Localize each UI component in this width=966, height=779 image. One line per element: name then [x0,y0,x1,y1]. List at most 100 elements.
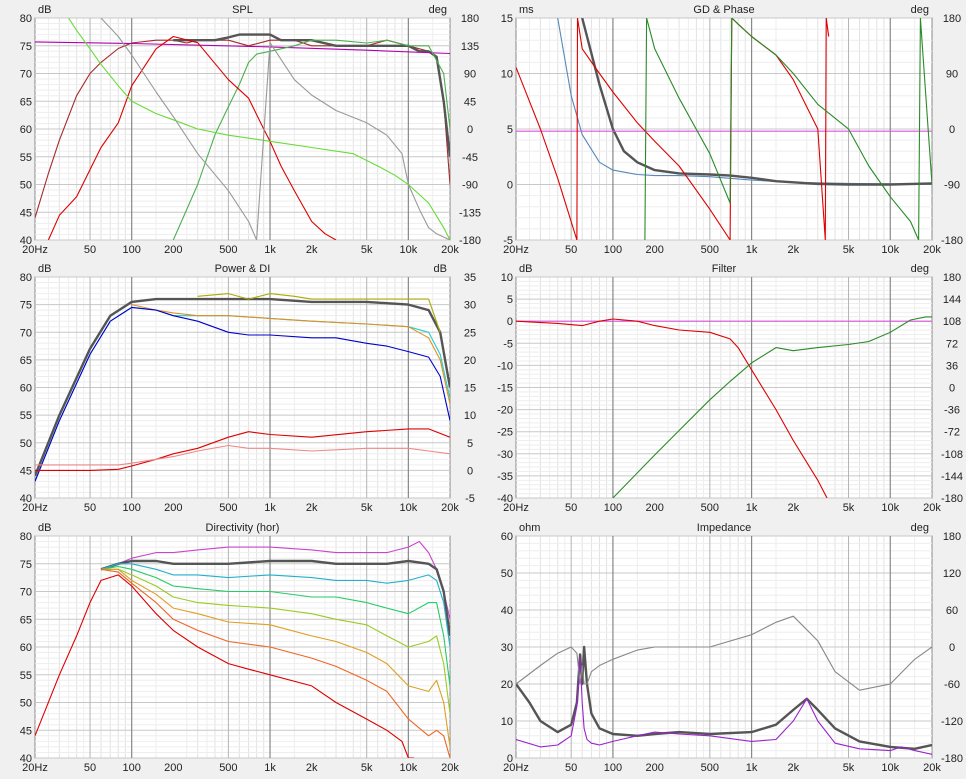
y2-tick-label: 20 [464,355,476,367]
left-unit-label: ms [519,4,534,16]
x-tick-label: 100 [123,502,141,514]
x-tick-label: 500 [219,762,237,774]
y2-tick-label: -60 [944,679,960,691]
y2-tick-label: 0 [467,124,473,136]
y-tick-label: 40 [501,605,513,617]
x-tick-label: 20Hz [503,502,529,514]
x-tick-label: 20Hz [22,244,48,256]
y-tick-label: -25 [497,427,513,439]
y2-tick-label: 60 [946,605,958,617]
y-tick-label: 70 [20,327,32,339]
y-tick-label: 80 [20,13,32,25]
series-group [516,615,932,755]
y2-tick-label: -5 [465,493,475,505]
series-line-6 [35,444,450,466]
y-tick-label: 15 [501,13,513,25]
series-line-1 [100,559,450,637]
impedance-chart: Impedance ohm deg 0 10 20 30 40 50 60 -180 -120 -60 0… [501,522,963,774]
y2-tick-label: 0 [949,383,955,395]
y-tick-label: -5 [503,338,513,350]
x-tick-label: 1k [264,762,276,774]
series-line-0 [35,297,450,477]
series-line-1 [516,657,932,755]
filter-chart: Filter dB deg -40 -35 -30 -25 -20 -15 -10 -5 0 5 10 -1… [497,263,963,514]
y-tick-label: 5 [507,294,513,306]
y2-tick-label: -90 [944,180,960,192]
y-tick-label: 70 [20,69,32,81]
series-group [516,316,932,498]
y2-tick-label: 180 [943,531,961,543]
y-tick-label: 75 [20,300,32,312]
x-tick-label: 2k [788,762,800,774]
y2-tick-label: 30 [464,300,476,312]
y2-tick-label: -135 [459,207,481,219]
x-tick-label: 20k [441,762,459,774]
y-tick-label: 40 [20,753,32,765]
series-line-3 [172,39,450,240]
series-line-0 [100,540,450,620]
x-tick-label: 1k [264,244,276,256]
y2-tick-label: -120 [941,716,963,728]
y2-tick-label: -90 [462,180,478,192]
series-line-1 [197,293,441,333]
x-tick-label: 200 [164,244,182,256]
y-tick-label: 0 [507,316,513,328]
x-tick-label: 100 [604,502,622,514]
y2-tick-label: 180 [943,272,961,284]
y-tick-label: 60 [501,531,513,543]
x-tick-label: 200 [645,502,663,514]
y-tick-label: 10 [501,272,513,284]
series-group [35,540,450,758]
chart-title: Impedance [697,522,751,534]
y-tick-label: 40 [20,235,32,247]
x-tick-label: 20Hz [22,762,48,774]
chart-title: SPL [232,4,253,16]
left-unit-label: ohm [519,522,540,534]
x-tick-label: 200 [645,244,663,256]
y-tick-label: 0 [507,180,513,192]
series-line-4 [35,306,450,482]
y2-tick-label: 0 [467,465,473,477]
y-tick-label: 60 [20,383,32,395]
x-tick-label: 20k [441,244,459,256]
y2-tick-label: 0 [949,642,955,654]
chart-title: Directivity (hor) [206,522,280,534]
y-tick-label: 45 [20,725,32,737]
x-tick-label: 500 [701,762,719,774]
left-unit-label: dB [38,4,51,16]
series-line-5 [35,428,450,471]
y2-tick-label: 36 [946,360,958,372]
x-tick-label: 50 [84,244,96,256]
y2-tick-label: 180 [943,13,961,25]
x-tick-label: 500 [219,244,237,256]
y2-tick-label: 180 [461,13,479,25]
y-tick-label: 55 [20,410,32,422]
left-unit-label: dB [519,263,532,275]
power-chart: Power & DI dB dB 40 45 50 55 60 65 70 75 80 -5 0 5 10 15… [20,263,476,514]
x-tick-label: 50 [565,762,577,774]
x-tick-label: 20k [923,244,941,256]
x-tick-label: 20k [441,502,459,514]
x-tick-label: 1k [746,244,758,256]
y-tick-label: 5 [507,124,513,136]
x-tick-label: 20k [923,502,941,514]
y-tick-label: 45 [20,207,32,219]
y2-tick-label: 90 [946,69,958,81]
x-tick-label: 5k [843,762,855,774]
x-tick-label: 1k [264,502,276,514]
chart-title: Power & DI [215,263,271,275]
series-line-1 [516,318,828,498]
right-unit-label: deg [429,4,447,16]
y2-tick-label: -108 [941,449,963,461]
y-tick-label: 75 [20,41,32,53]
y-tick-label: 65 [20,355,32,367]
y2-tick-label: 90 [464,69,476,81]
x-tick-label: 50 [565,244,577,256]
x-tick-label: 1k [746,502,758,514]
x-tick-label: 2k [788,244,800,256]
x-tick-label: 500 [701,244,719,256]
series-line-1 [173,33,450,157]
gd-chart: GD & Phase ms deg -5 0 5 10 15 -180 -90 0 90 180 20Hz… [501,4,963,256]
y2-tick-label: -180 [941,753,963,765]
